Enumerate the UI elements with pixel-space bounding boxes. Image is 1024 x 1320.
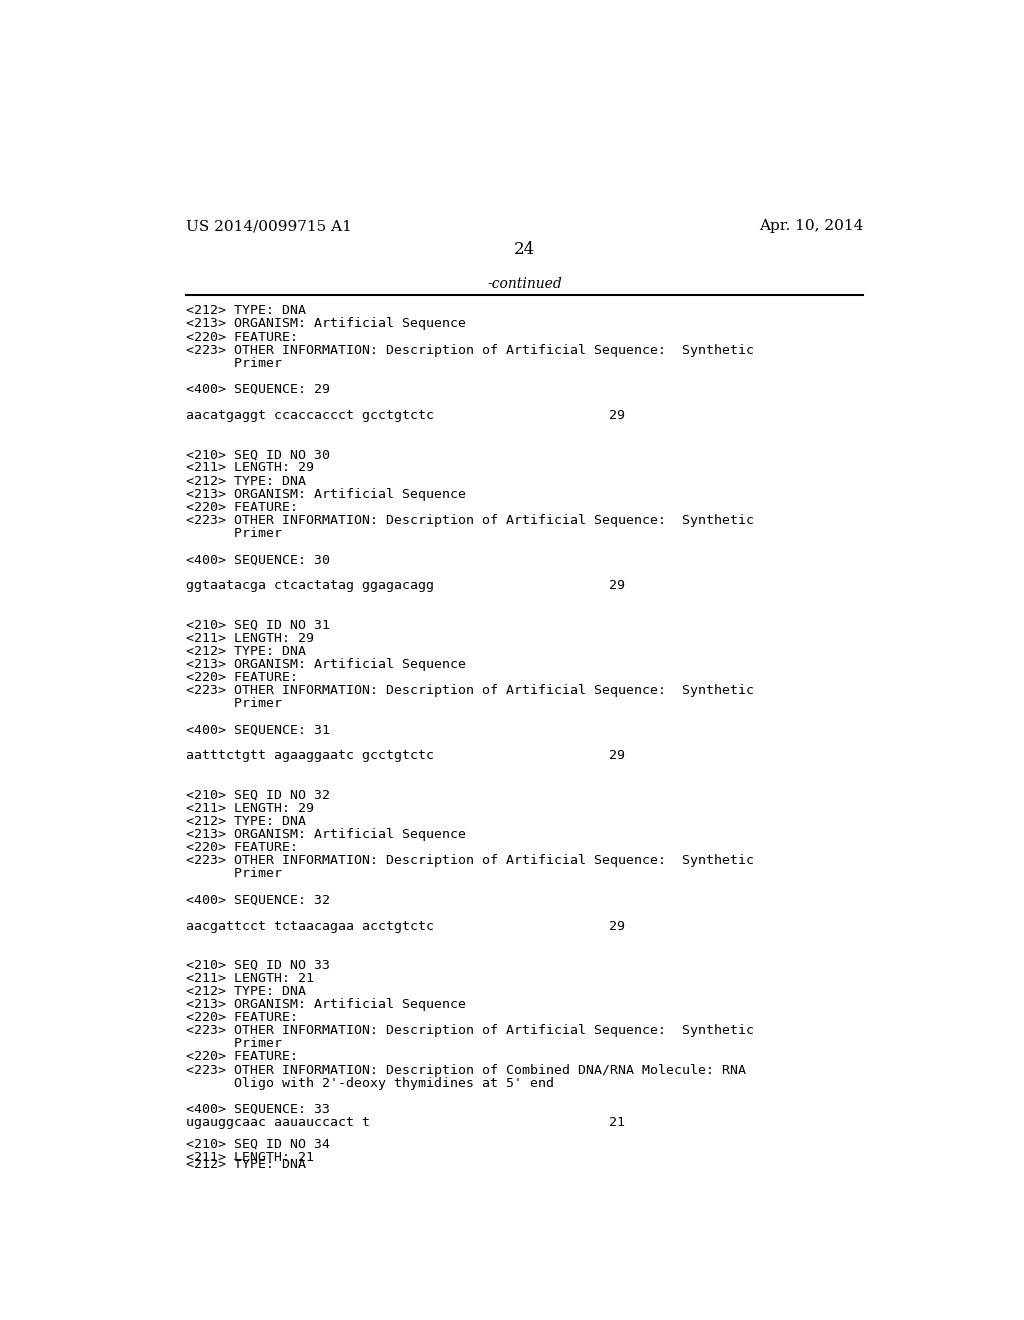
Text: <210> SEQ ID NO 31: <210> SEQ ID NO 31 <box>186 619 330 631</box>
Text: <210> SEQ ID NO 32: <210> SEQ ID NO 32 <box>186 788 330 801</box>
Text: aacgattcct tctaacagaa acctgtctc: aacgattcct tctaacagaa acctgtctc <box>186 920 434 933</box>
Text: US 2014/0099715 A1: US 2014/0099715 A1 <box>186 219 352 234</box>
Text: <220> FEATURE:: <220> FEATURE: <box>186 1051 298 1064</box>
Text: Oligo with 2'-deoxy thymidines at 5' end: Oligo with 2'-deoxy thymidines at 5' end <box>186 1077 554 1090</box>
Text: <211> LENGTH: 29: <211> LENGTH: 29 <box>186 462 314 474</box>
Text: Primer: Primer <box>186 356 283 370</box>
Text: <220> FEATURE:: <220> FEATURE: <box>186 841 298 854</box>
Text: ggtaatacga ctcactatag ggagacagg: ggtaatacga ctcactatag ggagacagg <box>186 579 434 593</box>
Text: <210> SEQ ID NO 34: <210> SEQ ID NO 34 <box>186 1138 330 1151</box>
Text: 29: 29 <box>608 920 625 933</box>
Text: <212> TYPE: DNA: <212> TYPE: DNA <box>186 814 306 828</box>
Text: <400> SEQUENCE: 33: <400> SEQUENCE: 33 <box>186 1102 330 1115</box>
Text: <223> OTHER INFORMATION: Description of Combined DNA/RNA Molecule: RNA: <223> OTHER INFORMATION: Description of … <box>186 1064 746 1077</box>
Text: <223> OTHER INFORMATION: Description of Artificial Sequence:  Synthetic: <223> OTHER INFORMATION: Description of … <box>186 513 754 527</box>
Text: Apr. 10, 2014: Apr. 10, 2014 <box>759 219 863 234</box>
Text: <220> FEATURE:: <220> FEATURE: <box>186 1011 298 1024</box>
Text: -continued: -continued <box>487 277 562 290</box>
Text: <213> ORGANISM: Artificial Sequence: <213> ORGANISM: Artificial Sequence <box>186 998 466 1011</box>
Text: ugauggcaac aauauccact t: ugauggcaac aauauccact t <box>186 1115 370 1129</box>
Text: <212> TYPE: DNA: <212> TYPE: DNA <box>186 985 306 998</box>
Text: <213> ORGANISM: Artificial Sequence: <213> ORGANISM: Artificial Sequence <box>186 828 466 841</box>
Text: <212> TYPE: DNA: <212> TYPE: DNA <box>186 474 306 487</box>
Text: <213> ORGANISM: Artificial Sequence: <213> ORGANISM: Artificial Sequence <box>186 657 466 671</box>
Text: <400> SEQUENCE: 31: <400> SEQUENCE: 31 <box>186 723 330 737</box>
Text: <212> TYPE: DNA: <212> TYPE: DNA <box>186 1158 306 1171</box>
Text: <212> TYPE: DNA: <212> TYPE: DNA <box>186 305 306 317</box>
Text: <211> LENGTH: 29: <211> LENGTH: 29 <box>186 631 314 644</box>
Text: aatttctgtt agaaggaatc gcctgtctc: aatttctgtt agaaggaatc gcctgtctc <box>186 750 434 763</box>
Text: <210> SEQ ID NO 33: <210> SEQ ID NO 33 <box>186 958 330 972</box>
Text: Primer: Primer <box>186 697 283 710</box>
Text: <213> ORGANISM: Artificial Sequence: <213> ORGANISM: Artificial Sequence <box>186 487 466 500</box>
Text: <220> FEATURE:: <220> FEATURE: <box>186 330 298 343</box>
Text: <211> LENGTH: 21: <211> LENGTH: 21 <box>186 1151 314 1164</box>
Text: <223> OTHER INFORMATION: Description of Artificial Sequence:  Synthetic: <223> OTHER INFORMATION: Description of … <box>186 343 754 356</box>
Text: 29: 29 <box>608 579 625 593</box>
Text: Primer: Primer <box>186 527 283 540</box>
Text: <400> SEQUENCE: 30: <400> SEQUENCE: 30 <box>186 553 330 566</box>
Text: <223> OTHER INFORMATION: Description of Artificial Sequence:  Synthetic: <223> OTHER INFORMATION: Description of … <box>186 854 754 867</box>
Text: <212> TYPE: DNA: <212> TYPE: DNA <box>186 644 306 657</box>
Text: aacatgaggt ccaccaccct gcctgtctc: aacatgaggt ccaccaccct gcctgtctc <box>186 409 434 422</box>
Text: 21: 21 <box>608 1115 625 1129</box>
Text: Primer: Primer <box>186 867 283 880</box>
Text: 29: 29 <box>608 750 625 763</box>
Text: Primer: Primer <box>186 1038 283 1051</box>
Text: <223> OTHER INFORMATION: Description of Artificial Sequence:  Synthetic: <223> OTHER INFORMATION: Description of … <box>186 1024 754 1038</box>
Text: <400> SEQUENCE: 29: <400> SEQUENCE: 29 <box>186 383 330 396</box>
Text: <213> ORGANISM: Artificial Sequence: <213> ORGANISM: Artificial Sequence <box>186 317 466 330</box>
Text: 24: 24 <box>514 240 536 257</box>
Text: <220> FEATURE:: <220> FEATURE: <box>186 500 298 513</box>
Text: 29: 29 <box>608 409 625 422</box>
Text: <210> SEQ ID NO 30: <210> SEQ ID NO 30 <box>186 449 330 462</box>
Text: <211> LENGTH: 21: <211> LENGTH: 21 <box>186 972 314 985</box>
Text: <400> SEQUENCE: 32: <400> SEQUENCE: 32 <box>186 894 330 907</box>
Text: <220> FEATURE:: <220> FEATURE: <box>186 671 298 684</box>
Text: <211> LENGTH: 29: <211> LENGTH: 29 <box>186 801 314 814</box>
Text: <223> OTHER INFORMATION: Description of Artificial Sequence:  Synthetic: <223> OTHER INFORMATION: Description of … <box>186 684 754 697</box>
